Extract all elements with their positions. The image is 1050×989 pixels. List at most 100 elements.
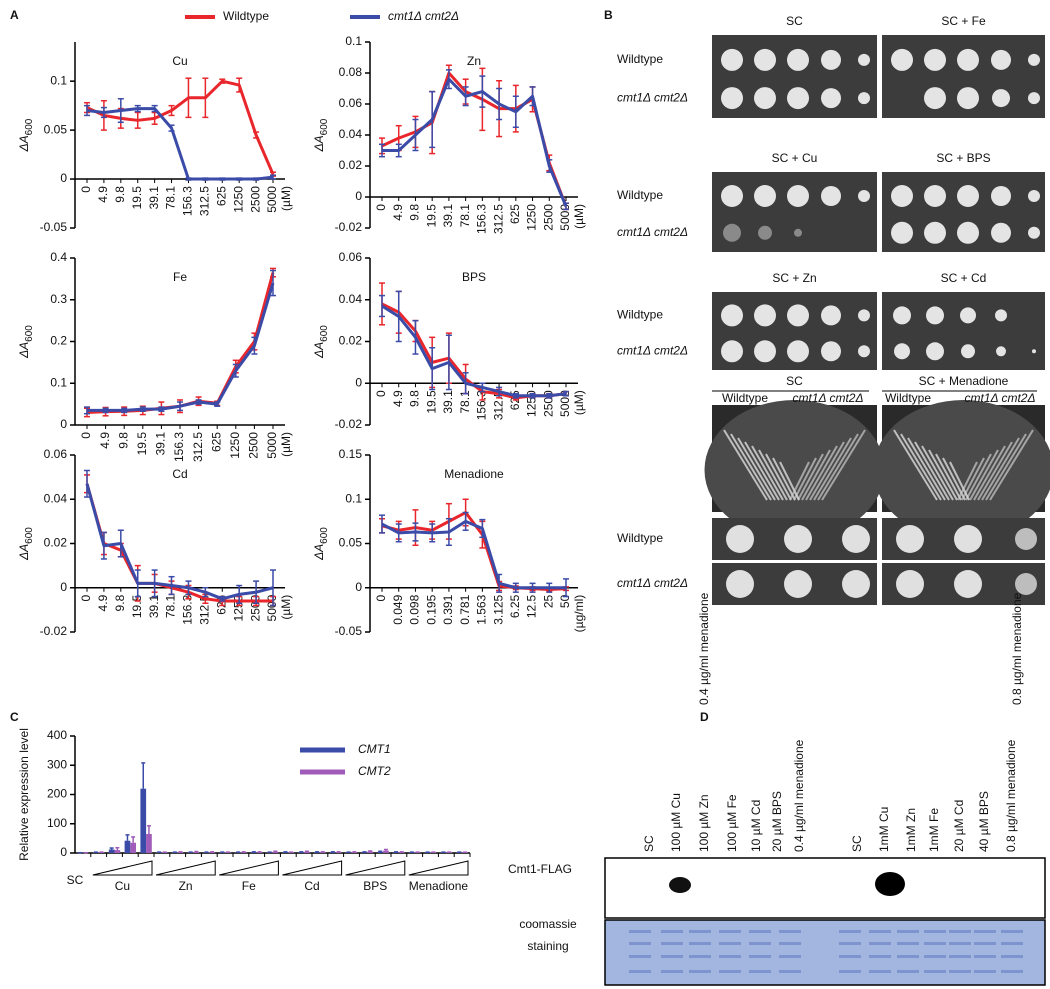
stain-band bbox=[924, 955, 946, 958]
lane-label: 10 µM Cd bbox=[749, 800, 763, 852]
stain-band bbox=[779, 942, 801, 945]
strain-label: Wildtype bbox=[617, 531, 663, 545]
x-tick-label: 0 bbox=[374, 204, 388, 211]
colony-spot bbox=[957, 48, 979, 71]
stain-band bbox=[719, 942, 741, 945]
strain-label: Wildtype bbox=[617, 52, 663, 66]
chart-title: Zn bbox=[467, 54, 481, 68]
stain-band bbox=[749, 955, 771, 958]
stain-band bbox=[719, 970, 741, 973]
series-line bbox=[382, 77, 568, 207]
stain-band bbox=[924, 942, 946, 945]
error-bar bbox=[141, 762, 146, 789]
legend-label: CMT1 bbox=[358, 742, 391, 756]
legend-label: CMT2 bbox=[358, 764, 391, 778]
x-tick-label: 19.5 bbox=[135, 432, 149, 456]
x-tick-label: 4.9 bbox=[391, 204, 405, 221]
x-tick-label: 3.125 bbox=[491, 594, 505, 624]
x-tick-label: 156.3 bbox=[181, 186, 195, 216]
x-tick-label: 39.1 bbox=[154, 432, 168, 456]
colony-spot bbox=[891, 48, 913, 71]
x-tick-label: 4.9 bbox=[391, 390, 405, 407]
colony-spot bbox=[896, 525, 924, 553]
y-axis-label-main: ΔA bbox=[17, 544, 31, 561]
strain-label: cmt1Δ cmt2Δ bbox=[617, 90, 688, 104]
y-tick-label: -0.05 bbox=[335, 624, 363, 638]
y-axis-label: ΔA600 bbox=[312, 325, 329, 359]
streak bbox=[744, 441, 780, 501]
blot-label: Cmt1-FLAG bbox=[508, 862, 572, 876]
error-bar bbox=[273, 850, 278, 852]
stain-band bbox=[839, 955, 861, 958]
chart-title: BPS bbox=[462, 270, 486, 284]
x-tick-label: 9.8 bbox=[408, 390, 422, 407]
colony-spot bbox=[758, 225, 772, 240]
stain-band bbox=[839, 930, 861, 933]
series-line bbox=[381, 304, 567, 398]
x-tick-label: 156.3 bbox=[172, 432, 186, 462]
x-tick-label: 0 bbox=[79, 594, 93, 601]
stain-band bbox=[689, 942, 711, 945]
series-line bbox=[381, 519, 566, 590]
strain-label: cmt1Δ cmt2Δ bbox=[965, 391, 1036, 405]
stain-band bbox=[839, 942, 861, 945]
x-tick-label: 1250 bbox=[228, 432, 242, 459]
lane-label: 1mM Zn bbox=[904, 808, 918, 852]
x-tick-label: 5000 bbox=[265, 186, 279, 213]
colony-spot bbox=[991, 222, 1011, 243]
y-axis-label: ΔA600 bbox=[17, 527, 34, 561]
bar bbox=[146, 833, 152, 853]
x-tick-label: 4.9 bbox=[96, 594, 110, 611]
x-tick-label: 0 bbox=[374, 390, 388, 397]
streak bbox=[900, 433, 942, 501]
colony-spot bbox=[961, 344, 975, 359]
y-axis-label-sub: 600 bbox=[24, 118, 35, 135]
colony-spot bbox=[754, 185, 776, 207]
series-line bbox=[87, 282, 275, 412]
bar bbox=[124, 840, 131, 853]
y-tick-label: 0.15 bbox=[339, 447, 363, 461]
streak bbox=[723, 429, 768, 501]
stain-gel bbox=[604, 919, 1046, 986]
strain-label: Wildtype bbox=[885, 391, 931, 405]
x-tick-label: SC bbox=[67, 873, 84, 887]
lane-label: SC bbox=[642, 835, 656, 852]
x-tick-label: 156.3 bbox=[475, 390, 489, 420]
dose-triangle bbox=[282, 860, 343, 876]
colony-spot bbox=[723, 223, 741, 242]
stain-band bbox=[629, 970, 651, 973]
stain-band bbox=[689, 930, 711, 933]
plate-photo bbox=[712, 172, 877, 252]
stain-band bbox=[1001, 942, 1023, 945]
colony-spot bbox=[1028, 53, 1040, 66]
x-tick-label: 9.8 bbox=[113, 186, 127, 203]
x-tick-label: 5000 bbox=[558, 390, 572, 417]
plate-condition: SC + BPS bbox=[936, 151, 990, 165]
colony-spot bbox=[1028, 92, 1040, 105]
y-axis-label-sub: 600 bbox=[24, 527, 35, 544]
stain-band bbox=[897, 970, 919, 973]
x-tick-label: 625 bbox=[209, 432, 223, 452]
x-tick-label: 4.9 bbox=[96, 186, 110, 203]
y-tick-label: 0.3 bbox=[50, 292, 67, 306]
x-tick-label: 2500 bbox=[248, 594, 262, 621]
colony-spot bbox=[926, 306, 944, 325]
streak bbox=[801, 449, 831, 501]
stain-band bbox=[924, 970, 946, 973]
x-tick-label: 625 bbox=[508, 204, 522, 224]
x-tick-label: 9.8 bbox=[116, 432, 130, 449]
streak bbox=[921, 445, 954, 501]
stain-band bbox=[1001, 930, 1023, 933]
x-tick-label: 1250 bbox=[525, 204, 539, 231]
y-tick-label: 0.06 bbox=[339, 250, 363, 264]
colony-spot bbox=[992, 89, 1010, 108]
colony-spot bbox=[842, 570, 870, 598]
streak bbox=[928, 449, 958, 501]
x-tick-label: 9.8 bbox=[408, 204, 422, 221]
lane-label: 1mM Cu bbox=[877, 807, 891, 852]
bar bbox=[304, 851, 310, 853]
colony-spot bbox=[957, 185, 979, 207]
streak bbox=[813, 437, 852, 501]
colony-spot bbox=[821, 88, 841, 109]
y-tick-label: 0 bbox=[355, 375, 362, 389]
